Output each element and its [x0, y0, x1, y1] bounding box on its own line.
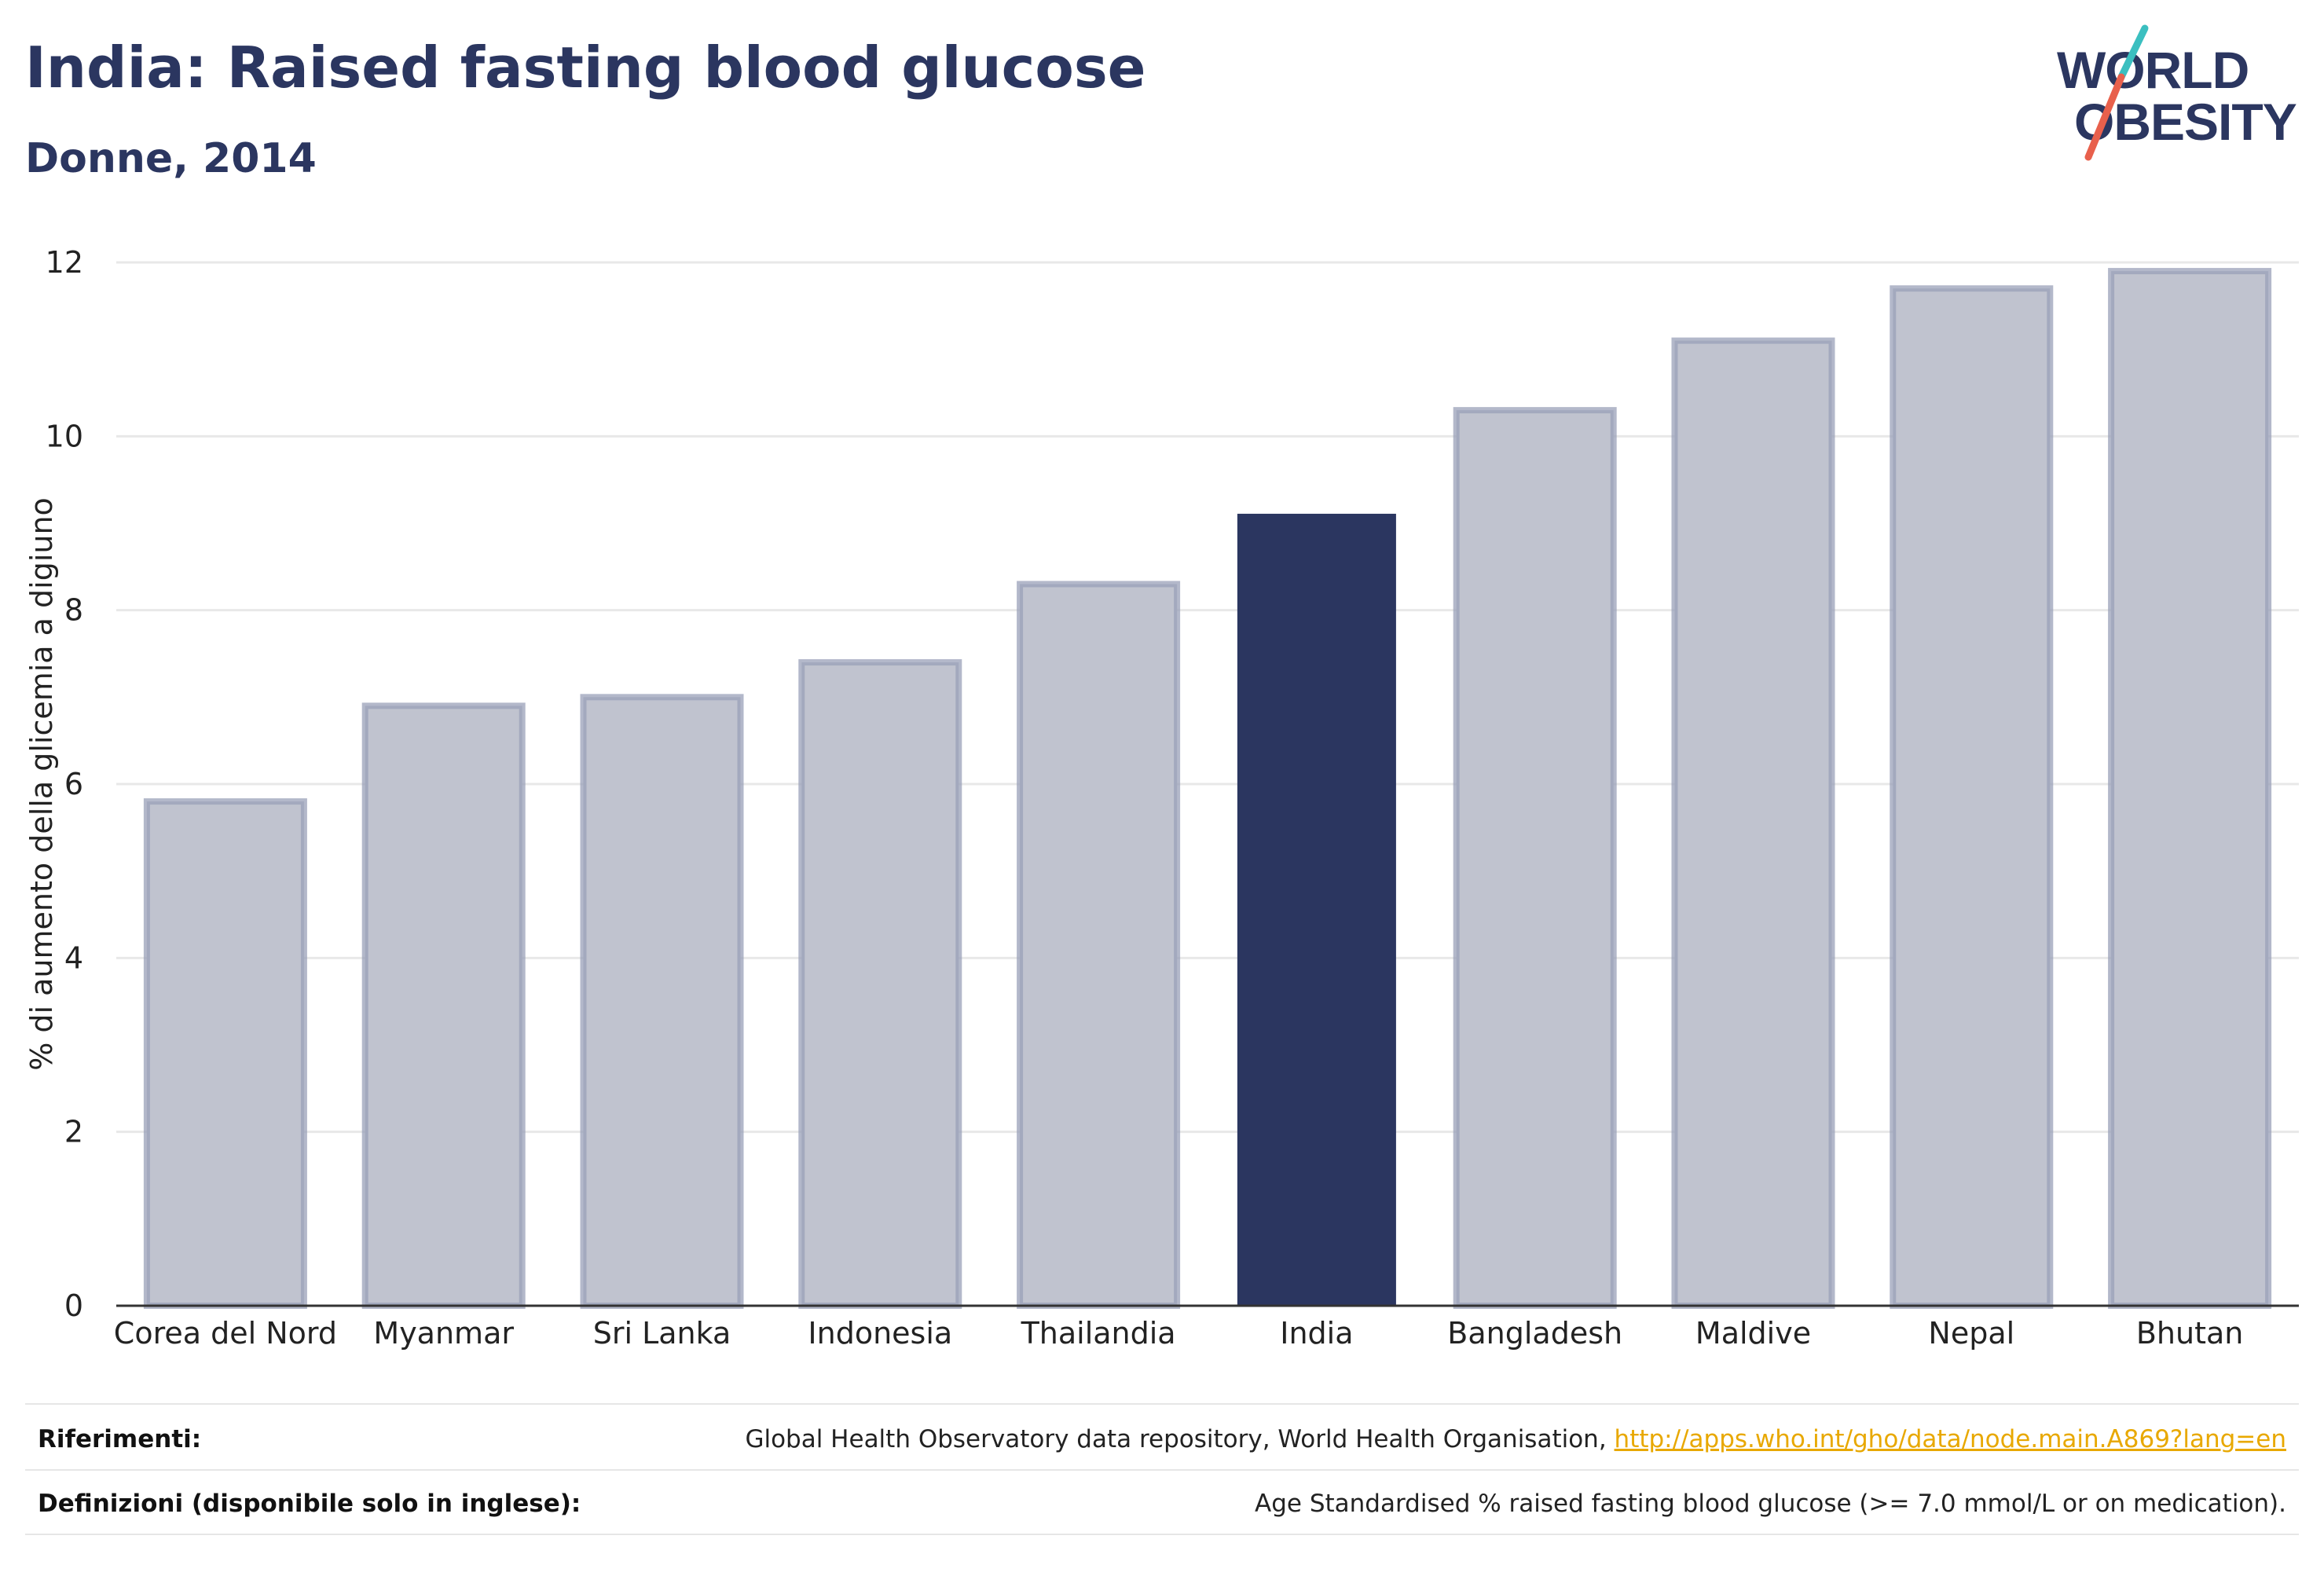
y-axis-label: % di aumento della glicemia a digiuno [24, 497, 59, 1071]
logo-slash-red [2084, 73, 2125, 161]
references-source: Global Health Observatory data repositor… [745, 1425, 1615, 1453]
definitions-text: Age Standardised % raised fasting blood … [1255, 1490, 2286, 1518]
x-tick-label: Thailandia [1021, 1316, 1176, 1351]
bars [143, 268, 2272, 1310]
references-label: Riferimenti: [38, 1425, 202, 1453]
footer-divider-top [25, 1403, 2299, 1405]
bar [1453, 407, 1617, 1310]
world-obesity-logo: WORLD OBESITY [2057, 24, 2297, 161]
y-tick-label: 12 [46, 245, 83, 280]
x-tick-label: Indonesia [808, 1316, 952, 1351]
chart-subtitle: Donne, 2014 [25, 135, 317, 182]
bar [143, 798, 307, 1309]
x-tick-label: Bangladesh [1447, 1316, 1622, 1351]
definitions-label: Definizioni (disponibile solo in inglese… [38, 1490, 581, 1518]
y-tick-label: 10 [46, 419, 83, 453]
footer-divider-bottom [25, 1534, 2299, 1535]
bar [1017, 581, 1181, 1309]
references-text: Global Health Observatory data repositor… [745, 1425, 2286, 1453]
logo-line-1: WORLD [2057, 41, 2249, 99]
bar [1671, 337, 1835, 1310]
bar [2108, 268, 2272, 1310]
footer-divider-middle [25, 1469, 2299, 1471]
y-tick-label: 8 [64, 593, 83, 628]
bar [1890, 285, 2054, 1310]
x-tick-label: Bhutan [2136, 1316, 2244, 1351]
references-link[interactable]: http://apps.who.int/gho/data/node.main.A… [1614, 1425, 2286, 1453]
bar [798, 659, 962, 1309]
chart-title: India: Raised fasting blood glucose [25, 35, 1146, 101]
x-tick-label: Maldive [1695, 1316, 1811, 1351]
x-tick-label: Myanmar [373, 1316, 514, 1351]
bar [580, 694, 744, 1309]
logo-slash-teal [2117, 24, 2149, 81]
bar-chart: 0 2 4 6 8 10 12 Corea del Nord Myanmar Sri Lanka I… [24, 245, 2299, 1351]
bar [1237, 513, 1396, 1307]
x-tick-label: Sri Lanka [593, 1316, 731, 1351]
x-tick-label: Nepal [1928, 1316, 2014, 1351]
x-tick-label: India [1280, 1316, 1353, 1351]
y-tick-label: 0 [64, 1288, 83, 1323]
y-tick-label: 6 [64, 767, 83, 801]
x-tick-label: Corea del Nord [114, 1316, 337, 1351]
y-tick-label: 2 [64, 1115, 83, 1149]
axes: 0 2 4 6 8 10 12 Corea del Nord Myanmar Sri Lanka I… [46, 245, 2299, 1351]
y-tick-label: 4 [64, 940, 83, 975]
bar [361, 702, 526, 1309]
